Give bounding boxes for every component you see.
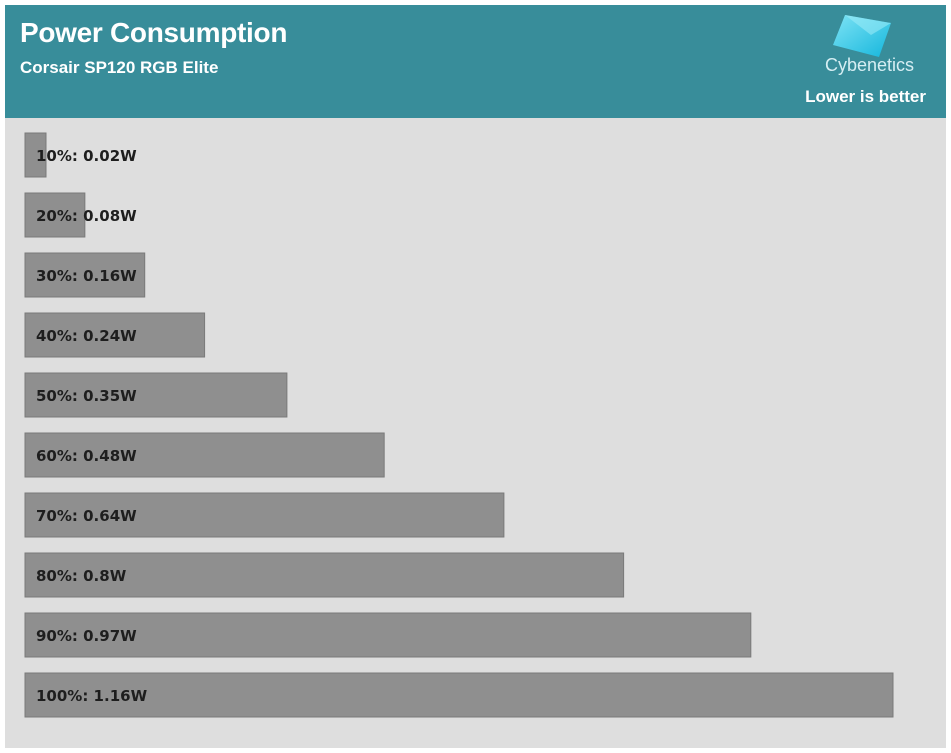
bar-label: 90%: 0.97W <box>36 627 137 645</box>
bar-label: 20%: 0.08W <box>36 207 137 225</box>
chart-header: Power Consumption Corsair SP120 RGB Elit… <box>5 5 946 118</box>
bar-60pct <box>24 432 385 478</box>
cybenetics-logo-icon <box>833 15 891 57</box>
bar-50pct <box>24 372 288 418</box>
bar-label: 70%: 0.64W <box>36 507 137 525</box>
chart-frame: Power Consumption Corsair SP120 RGB Elit… <box>5 5 946 748</box>
bar-label: 30%: 0.16W <box>36 267 137 285</box>
bar-40pct <box>24 312 206 358</box>
bar-chart: 10%: 0.02W 20%: 0.08W 30%: 0.16W 40%: 0.24W… <box>24 132 894 718</box>
bar-70pct <box>24 492 505 538</box>
chart-title: Power Consumption <box>20 17 288 48</box>
bar-10pct <box>24 132 47 178</box>
bar-30pct <box>24 252 146 298</box>
bar-100pct <box>24 672 894 718</box>
lower-is-better-note: Lower is better <box>805 87 926 106</box>
bar-label: 60%: 0.48W <box>36 447 137 465</box>
bar-80pct <box>24 552 625 598</box>
chart-subtitle: Corsair SP120 RGB Elite <box>20 58 219 77</box>
bar-label: 50%: 0.35W <box>36 387 137 405</box>
bar-90pct <box>24 612 752 658</box>
bar-label: 40%: 0.24W <box>36 327 137 345</box>
bar-label: 10%: 0.02W <box>36 147 137 165</box>
bar-20pct <box>24 192 86 238</box>
bar-label: 80%: 0.8W <box>36 567 127 585</box>
bar-label: 100%: 1.16W <box>36 687 148 705</box>
brand-name: Cybenetics <box>825 55 915 75</box>
